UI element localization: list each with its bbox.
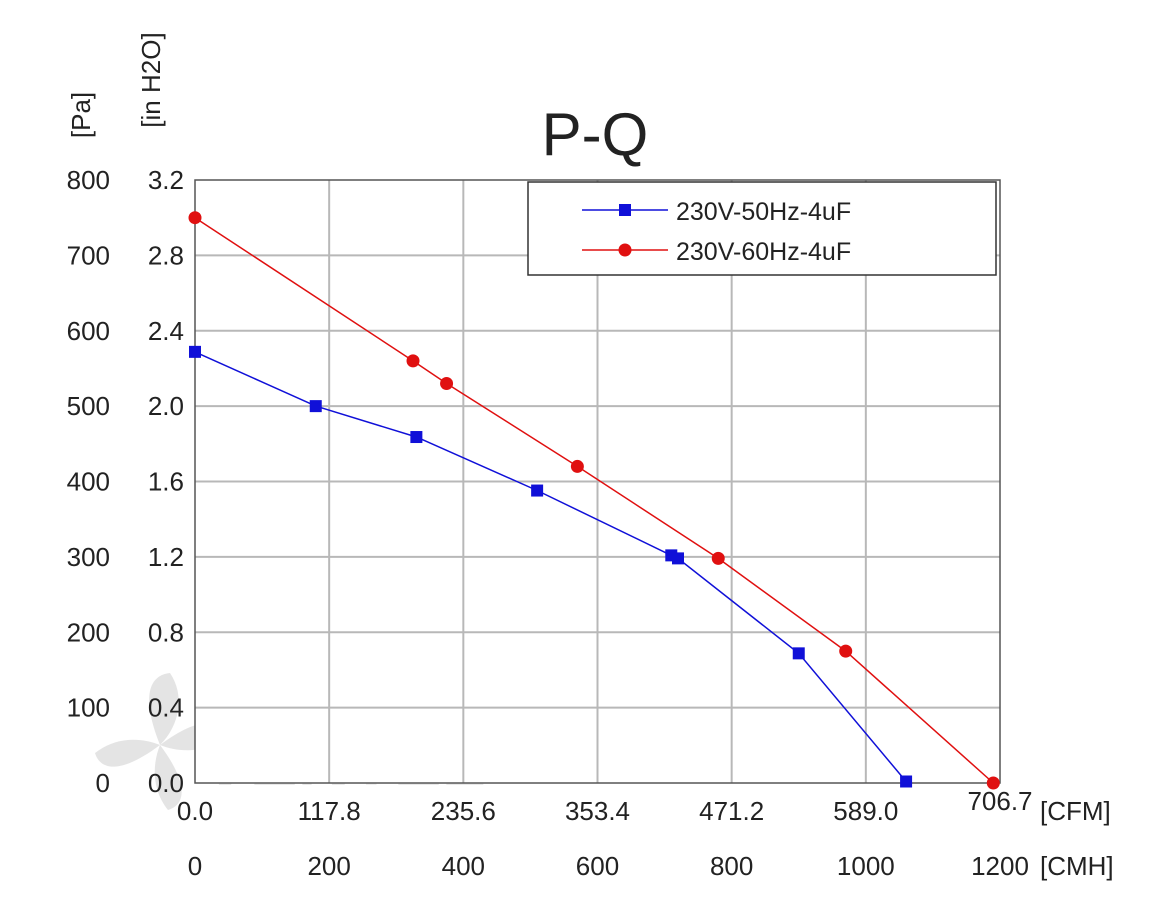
data-point-circle <box>440 377 454 391</box>
legend-marker-60hz <box>618 243 632 257</box>
y-tick-label-pa: 600 <box>67 316 110 346</box>
data-point-square <box>900 775 913 788</box>
y-tick-label-inh2o: 1.2 <box>148 542 184 572</box>
x-tick-label-cfm: 235.6 <box>431 796 496 826</box>
x-tick-label-cfm: 589.0 <box>833 796 898 826</box>
x-tick-label-cmh: 600 <box>576 851 619 881</box>
legend: 230V-50Hz-4uF 230V-60Hz-4uF <box>527 181 997 276</box>
x-tick-label-cfm: 353.4 <box>565 796 630 826</box>
data-point-circle <box>570 459 584 473</box>
data-point-square <box>410 431 423 444</box>
data-point-square <box>189 345 201 358</box>
y-tick-label-inh2o: 2.4 <box>148 316 184 346</box>
y-tick-label-pa: 400 <box>67 467 110 497</box>
y-tick-label-inh2o: 0.8 <box>148 617 184 647</box>
data-point-circle <box>839 644 853 658</box>
y-tick-label-inh2o: 0.4 <box>148 693 184 723</box>
y-tick-label-pa: 700 <box>67 240 110 270</box>
data-point-circle <box>711 551 725 565</box>
y-tick-label-pa: 800 <box>67 165 110 195</box>
chart-title: P-Q <box>542 101 649 168</box>
y-tick-label-inh2o: 2.8 <box>148 240 184 270</box>
y-unit-inh2o: [in H2O] <box>136 32 166 127</box>
legend-label-60hz: 230V-60Hz-4uF <box>676 238 851 266</box>
x-tick-label-cfm: 706.7 <box>967 786 1032 816</box>
x-tick-label-cfm: 117.8 <box>298 796 361 826</box>
x-tick-label-cfm: 0.0 <box>177 796 213 826</box>
data-point-square <box>792 647 805 660</box>
y-tick-label-inh2o: 1.6 <box>148 467 184 497</box>
x-tick-label-cmh: 400 <box>442 851 485 881</box>
x-unit-cmh: [CMH] <box>1040 851 1114 881</box>
legend-box <box>527 181 997 276</box>
y-tick-label-inh2o: 3.2 <box>148 165 184 195</box>
y-tick-label-pa: 500 <box>67 391 110 421</box>
y-unit-pa: [Pa] <box>66 92 96 138</box>
x-tick-label-cfm: 471.2 <box>699 796 764 826</box>
y-tick-label-pa: 300 <box>67 542 110 572</box>
y-tick-label-pa: 200 <box>67 617 110 647</box>
data-point-square <box>309 400 322 413</box>
x-tick-label-cmh: 0 <box>188 851 202 881</box>
y-tick-label-inh2o: 0.0 <box>148 768 184 798</box>
data-point-circle <box>986 776 1000 790</box>
x-tick-label-cmh: 1000 <box>837 851 895 881</box>
x-tick-label-cmh: 800 <box>710 851 753 881</box>
plot-frame <box>194 179 1001 784</box>
data-point-square <box>672 552 684 565</box>
legend-marker-50hz <box>619 204 631 216</box>
x-unit-cfm: [CFM] <box>1040 796 1111 826</box>
plot-area: 800 3.2 700 2.8 600 2.4 500 2.0 400 1.6 300 1.2 200 0… <box>67 165 1114 881</box>
y-tick-label-inh2o: 2.0 <box>148 391 184 421</box>
x-tick-label-cmh: 1200 <box>971 851 1029 881</box>
x-tick-label-cmh: 200 <box>307 851 350 881</box>
series-line-1 <box>194 351 907 782</box>
data-point-square <box>531 484 544 497</box>
y-tick-label-pa: 0 <box>96 768 110 798</box>
legend-label-50hz: 230V-50Hz-4uF <box>676 198 851 226</box>
data-point-circle <box>406 354 420 368</box>
data-point-circle <box>188 211 202 225</box>
y-tick-label-pa: 100 <box>67 693 110 723</box>
